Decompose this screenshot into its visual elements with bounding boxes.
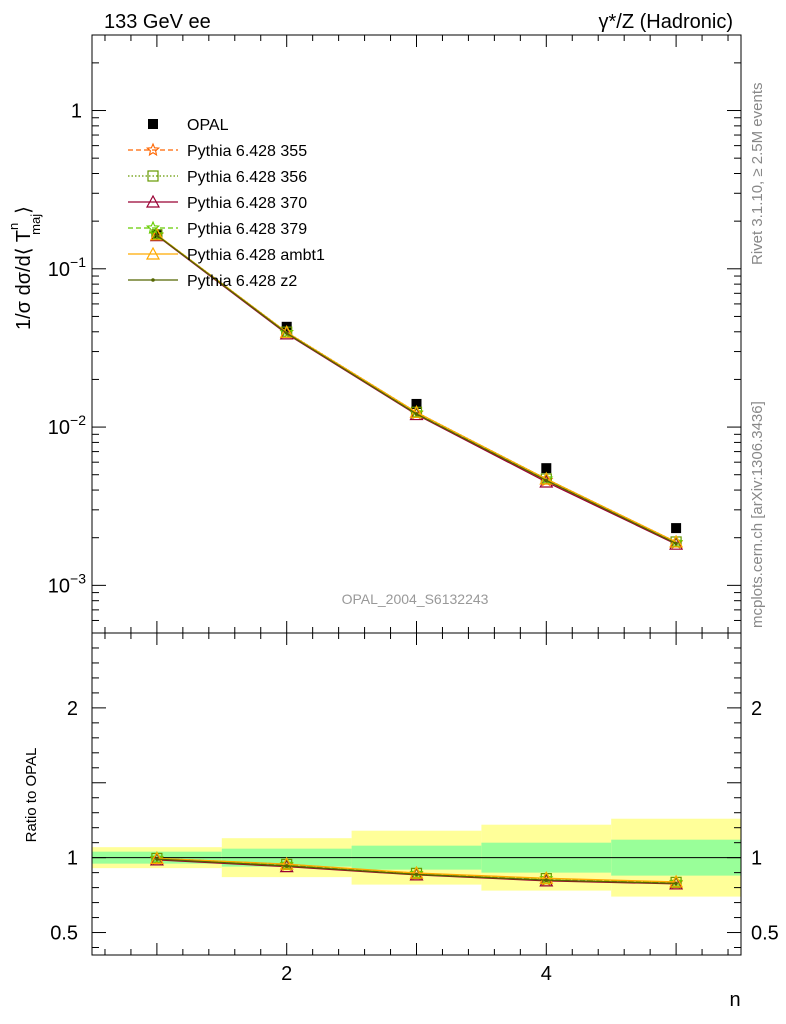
mcplots-label: mcplots.cern.ch [arXiv:1306.3436] [749,401,766,628]
legend-entry-ambt1: Pythia 6.428 ambt1 [128,246,325,264]
legend-label-z2: Pythia 6.428 z2 [187,273,297,290]
data-point-ambt1-2 [279,325,294,338]
ratio-uncertainty-bands [92,818,741,897]
legend-label-p379: Pythia 6.428 379 [187,221,307,238]
y-label-close: ⟩ [13,206,35,214]
data-point-z2-4 [544,478,549,483]
y-label-part-1: 1/σ dσ/d⟨ T [13,230,35,330]
ratio-y-tick-label-right: 2 [751,698,762,720]
main-y-tick-label: 10−3 [48,570,86,597]
main-y-tick-label: 10−1 [48,254,86,281]
y-label-sub: maj [28,214,43,235]
legend-entry-p355: Pythia 6.428 355 [128,142,307,160]
legend-marker-p355 [145,142,161,157]
ratio-point-z2-2 [284,864,289,868]
data-point-opal-4 [541,463,552,474]
main-y-tick-label: 1 [71,101,82,123]
rivet-label: Rivet 3.1.10, ≥ 2.5M events [749,83,766,266]
legend-marker-z2 [151,278,155,282]
ratio-point-z2-4 [544,878,549,882]
data-point-opal-3 [411,398,422,409]
x-axis-label: n [729,989,740,1011]
data-point-opal-5 [671,523,682,534]
ratio-y-tick-label-left: 0.5 [50,923,78,945]
legend-label-p370: Pythia 6.428 370 [187,195,307,212]
ratio-y-tick-label-right: 0.5 [751,923,779,945]
data-point-z2-5 [674,541,678,546]
ratio-point-ambt1-2 [279,856,294,870]
legend-entry-opal: OPAL [148,117,229,134]
main-series-group [149,227,684,550]
data-point-ambt1-1 [149,227,164,241]
ratio-point-ambt1-4 [539,871,554,884]
legend-entry-p370: Pythia 6.428 370 [128,194,307,212]
ratio-point-ambt1-5 [669,874,684,888]
axes-group: 2 4 1 10−1 10−2 10−3 0.5 0.5 1 1 2 2 [48,34,779,985]
legend-entry-p379: Pythia 6.428 379 [128,220,307,238]
legend-marker-p379 [145,220,161,235]
analysis-watermark: OPAL_2004_S6132243 [342,591,489,607]
x-tick-label: 4 [541,963,552,985]
legend-label-p356: Pythia 6.428 356 [187,169,307,186]
ratio-point-ambt1-1 [149,851,164,865]
data-point-p379-1 [149,227,164,241]
ratio-point-z2-3 [414,872,419,877]
data-point-z2-3 [414,412,419,416]
header-left-title: 133 GeV ee [104,11,211,33]
header-right-title: γ*/Z (Hadronic) [599,11,733,33]
ratio-point-z2-5 [674,881,678,886]
ratio-point-ambt1-3 [409,865,424,879]
main-y-axis-label: 1/σ dσ/d⟨ Tn maj⟩ [6,206,43,330]
main-y-tick-label: 10−2 [48,412,86,439]
legend: OPAL Pythia 6.428 355 Pythia 6.428 356 Pyth… [128,117,325,290]
ratio-point-z2-1 [155,857,159,861]
legend-marker-ambt1 [145,246,161,260]
ratio-y-tick-label-left: 1 [67,848,78,870]
ratio-y-axis-label: Ratio to OPAL [23,748,40,843]
legend-label-p355: Pythia 6.428 355 [187,143,307,160]
data-point-z2-1 [155,233,159,238]
legend-entry-p356: Pythia 6.428 356 [128,169,307,186]
legend-marker-opal [148,119,158,129]
y-label-sup: n [6,223,21,230]
ratio-y-tick-label-left: 2 [67,698,78,720]
ratio-series-group [149,850,684,890]
ratio-y-tick-label-right: 1 [751,848,762,870]
ratio-point-p379-1 [149,850,164,865]
legend-label-ambt1: Pythia 6.428 ambt1 [187,247,325,264]
legend-marker-p356 [147,170,159,182]
legend-entry-z2: Pythia 6.428 z2 [128,273,297,290]
ratio-plot-frame [91,632,742,956]
data-point-z2-2 [284,331,289,335]
x-tick-label: 2 [281,963,292,985]
legend-label-opal: OPAL [187,117,229,134]
legend-marker-p370 [145,194,161,208]
